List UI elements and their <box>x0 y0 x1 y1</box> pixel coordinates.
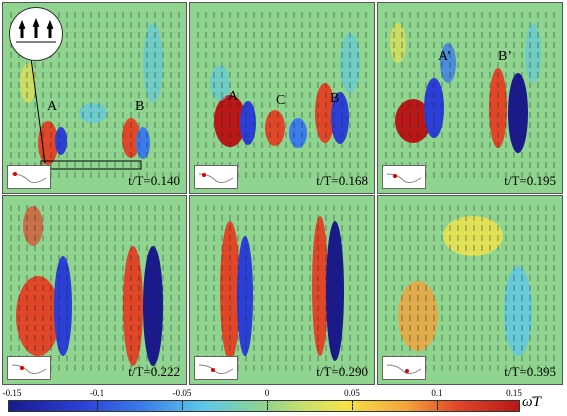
vorticity-panel-5: t/T=0.290 <box>189 195 375 385</box>
time-label: t/T=0.395 <box>504 364 556 379</box>
vortex-label: A’ <box>438 49 452 64</box>
vortex-label: A <box>47 99 58 114</box>
vortex-label: C <box>276 93 286 108</box>
colorbar-gradient <box>8 400 520 412</box>
vector-field-3 <box>378 3 562 193</box>
time-label: t/T=0.195 <box>504 173 556 188</box>
colorbar-tickmark <box>97 400 99 410</box>
vector-field-4 <box>3 196 186 384</box>
motion-inset <box>194 356 238 380</box>
colorbar-tick: -0.05 <box>172 388 192 398</box>
time-label: t/T=0.140 <box>128 173 180 188</box>
vortex-label: A <box>228 89 239 104</box>
vorticity-panel-1: A B t/T=0.140 <box>2 2 187 194</box>
vorticity-panel-3: A’ B’ t/T=0.195 <box>377 2 563 194</box>
vector-field-2 <box>190 3 374 193</box>
colorbar-tick: -0.1 <box>89 388 105 398</box>
vector-field-6 <box>378 196 562 384</box>
vector-field-5 <box>190 196 374 384</box>
colorbar-tick: 0.15 <box>506 388 522 398</box>
vorticity-panel-6: t/T=0.395 <box>377 195 563 385</box>
colorbar-tick: 0 <box>264 388 270 398</box>
colorbar-tickmark <box>182 400 184 410</box>
colorbar-label: ω̄T <box>522 394 541 410</box>
time-label: t/T=0.290 <box>316 364 368 379</box>
vortex-label: B <box>330 91 340 106</box>
time-label: t/T=0.222 <box>128 364 180 379</box>
vortex-label: B’ <box>498 49 512 64</box>
motion-inset <box>7 165 51 189</box>
colorbar-tickmark <box>437 400 439 410</box>
motion-inset <box>382 356 426 380</box>
vortex-label: B <box>135 99 145 114</box>
colorbar-tick: 0.05 <box>344 388 360 398</box>
motion-inset <box>194 165 238 189</box>
vorticity-panel-4: t/T=0.222 <box>2 195 187 385</box>
colorbar-tick: -0.15 <box>2 388 22 398</box>
motion-inset <box>382 165 426 189</box>
vorticity-panel-2: A C B t/T=0.168 <box>189 2 375 194</box>
zoom-inset <box>9 7 63 61</box>
motion-inset <box>7 356 51 380</box>
colorbar-tickmark <box>267 400 269 410</box>
colorbar-tick: 0.1 <box>431 388 443 398</box>
vector-field-1 <box>3 3 186 193</box>
time-label: t/T=0.168 <box>316 173 368 188</box>
colorbar: -0.15 -0.1 -0.05 0 0.05 0.1 0.15 <box>3 388 522 414</box>
colorbar-tickmark <box>352 400 354 410</box>
